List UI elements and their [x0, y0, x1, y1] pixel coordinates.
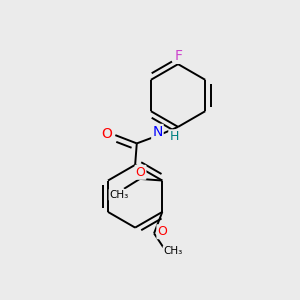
Text: N: N [152, 125, 163, 139]
Text: CH₃: CH₃ [110, 190, 129, 200]
Text: CH₃: CH₃ [164, 246, 183, 256]
Text: O: O [102, 128, 112, 142]
Text: H: H [169, 130, 178, 143]
Text: F: F [175, 49, 183, 63]
Text: O: O [136, 166, 146, 179]
Text: O: O [158, 225, 167, 238]
